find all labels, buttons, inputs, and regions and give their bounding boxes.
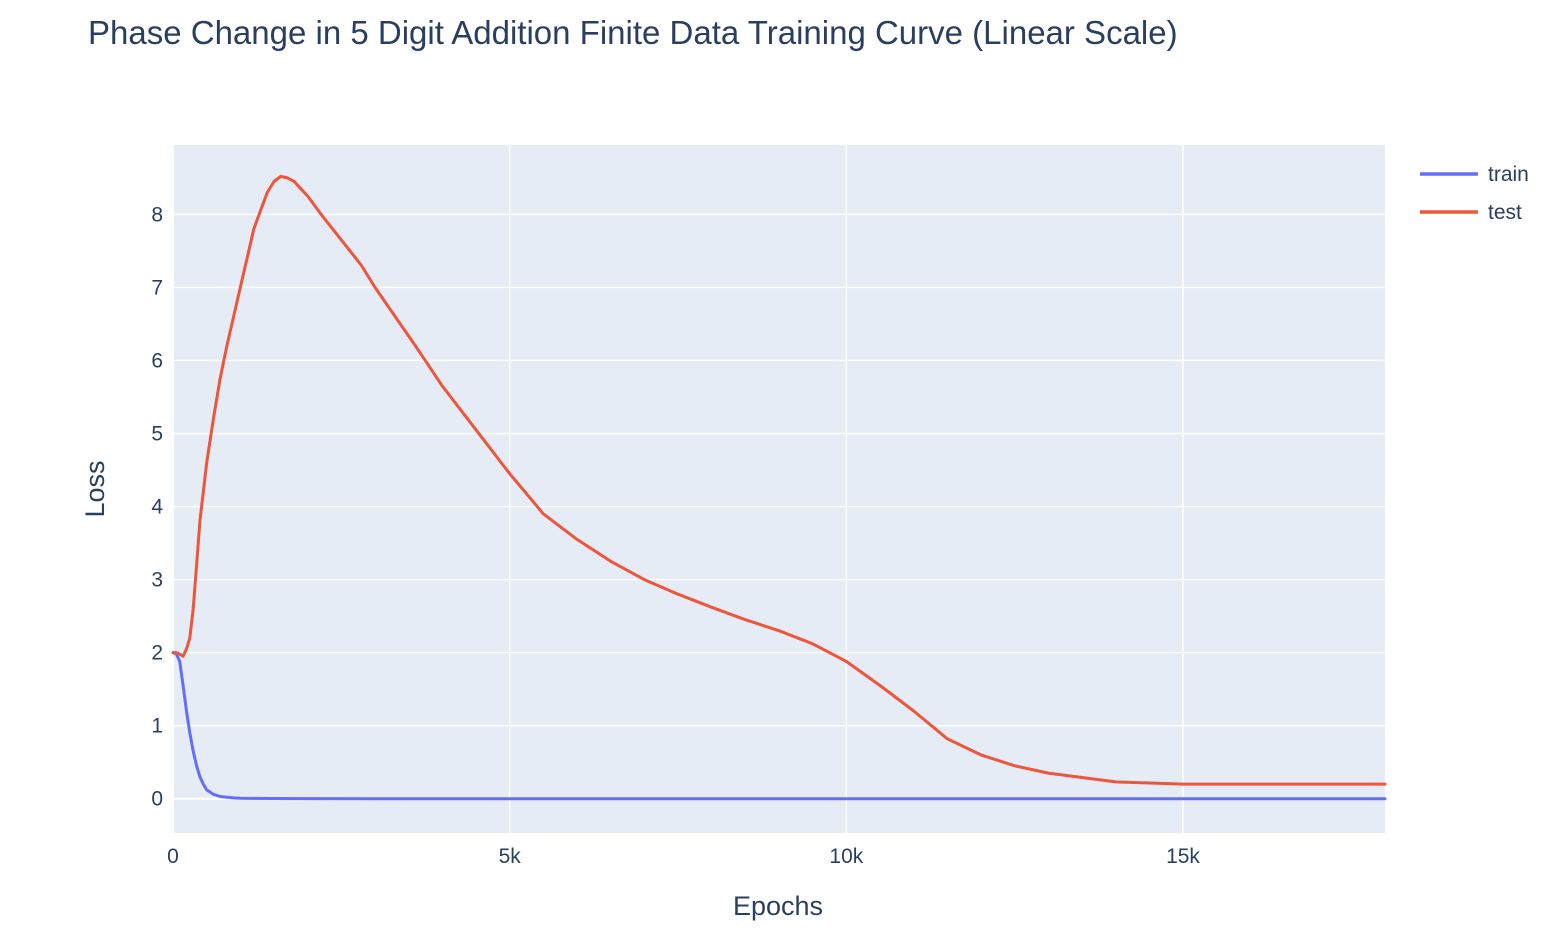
x-axis-title: Epochs: [733, 891, 823, 921]
y-tick-label-7: 7: [151, 276, 163, 299]
x-axis-ticks: 0 5k 10k 15k: [167, 845, 1200, 868]
legend-label-test[interactable]: test: [1488, 201, 1522, 224]
series-lines: [171, 174, 1387, 801]
chart-title: Phase Change in 5 Digit Addition Finite …: [88, 14, 1178, 51]
series-line-train: [171, 651, 1387, 801]
y-tick-label-6: 6: [151, 349, 163, 372]
y-tick-label-4: 4: [151, 496, 163, 519]
plot-area: [173, 145, 1385, 833]
y-axis-title: Loss: [80, 460, 110, 517]
gridlines: [171, 145, 1385, 833]
x-tick-label-2: 10k: [829, 845, 863, 868]
x-tick-label-0: 0: [167, 845, 179, 868]
y-tick-label-2: 2: [151, 642, 163, 665]
x-tick-label-1: 5k: [499, 845, 522, 868]
x-tick-label-3: 15k: [1166, 845, 1200, 868]
series-line-test: [171, 174, 1387, 786]
y-tick-label-3: 3: [151, 569, 163, 592]
y-tick-label-8: 8: [151, 203, 163, 226]
y-tick-label-1: 1: [151, 715, 163, 738]
y-tick-label-0: 0: [151, 788, 163, 811]
legend-label-train[interactable]: train: [1488, 163, 1529, 186]
y-tick-label-5: 5: [151, 422, 163, 445]
y-axis-ticks: 0 1 2 3 4 5 6 7 8: [151, 203, 163, 810]
legend[interactable]: train test: [1420, 163, 1529, 224]
